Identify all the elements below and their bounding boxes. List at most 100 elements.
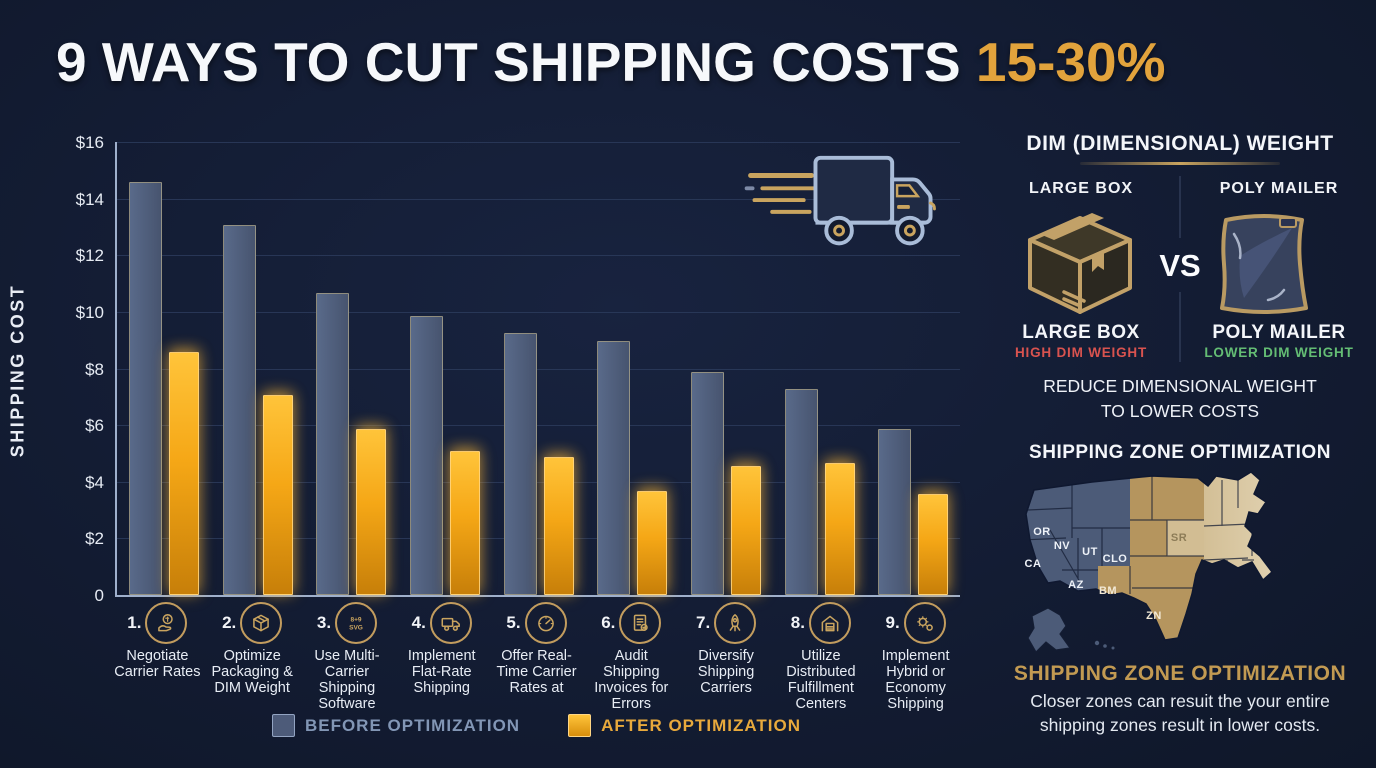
zone-title: SHIPPING ZONE OPTIMIZATION <box>1029 442 1331 463</box>
category-label: Implement Hybrid or Economy Shipping <box>881 648 950 712</box>
bar-before-optimization <box>316 293 350 595</box>
y-tick-label: 0 <box>94 586 104 605</box>
poly-mailer-caption: POLY MAILER <box>1212 322 1346 343</box>
category-label: Audit Shipping Invoices for Errors <box>594 648 669 712</box>
lower-dim-weight-label: LOWER DIM WEIGHT <box>1204 345 1354 360</box>
category-label: Utilize Distributed Fulfillment Centers <box>786 648 856 712</box>
bar-after-optimization <box>918 494 949 595</box>
legend-item: BEFORE OPTIMIZATION <box>271 714 521 737</box>
bar-group <box>492 142 586 595</box>
bar-after-optimization <box>824 463 855 595</box>
y-tick-label: $4 <box>85 472 104 492</box>
x-category: 8. Utilize Distributed Fulfillment Center… <box>773 602 868 713</box>
bar-after-optimization <box>637 491 668 595</box>
bar-after-optimization <box>262 395 293 595</box>
bar-group <box>679 142 773 595</box>
bar-after-optimization <box>543 457 574 595</box>
gridline <box>117 368 960 370</box>
category-number: 3. <box>316 613 332 632</box>
bar-group <box>117 142 211 595</box>
category-label: Implement Flat-Rate Shipping <box>407 648 476 696</box>
category-number: 5. <box>506 613 521 632</box>
category-label: Use Multi-Carrier Shipping Software <box>314 648 380 712</box>
y-tick-label: $2 <box>85 529 104 549</box>
dim-title-underline <box>1080 162 1280 165</box>
poly-mailer-header: POLY MAILER <box>1219 180 1339 197</box>
bar-before-optimization <box>409 316 443 595</box>
category-label: Optimize Packaging & DIM Weight <box>211 648 293 696</box>
zone-heading-gold: SHIPPING ZONE OPTIMIZATION <box>1013 662 1347 685</box>
chart-legend: BEFORE OPTIMIZATION AFTER OPTIMIZATION <box>115 714 958 737</box>
legend-item: AFTER OPTIMIZATION <box>568 714 801 737</box>
gears-icon <box>903 602 946 644</box>
page-title: 9 WAYS TO CUT SHIPPING COSTS 15-30% <box>56 30 1326 94</box>
vs-divider-bottom <box>1179 292 1181 362</box>
x-category: 7. Diversify Shipping Carriers <box>679 602 774 713</box>
warehouse-icon <box>808 602 851 644</box>
gauge-icon <box>524 602 567 644</box>
x-category: 5. Offer Real-Time Carrier Rates at <box>489 602 584 713</box>
large-box-icon <box>1028 213 1132 314</box>
bar-before-optimization <box>878 429 912 595</box>
state-label-ca: CA <box>1025 558 1042 570</box>
invoice-icon <box>619 602 662 644</box>
gridline <box>117 311 960 313</box>
category-label: Diversify Shipping Carriers <box>697 648 755 696</box>
bar-after-optimization <box>730 466 761 595</box>
zone-body-text: Closer zones can resuit the your entire … <box>992 690 1368 737</box>
category-number: 9. <box>885 613 900 632</box>
y-axis-title: SHIPPING COST <box>7 283 28 458</box>
dim-footer-line1: REDUCE DIMENSIONAL WEIGHT <box>1043 376 1317 396</box>
alaska-shape <box>1027 607 1072 653</box>
dim-footer-line2: TO LOWER COSTS <box>1100 401 1260 422</box>
y-tick-label: $14 <box>75 189 104 209</box>
category-number: 7. <box>695 613 711 632</box>
y-tick-label: $16 <box>75 133 104 152</box>
legend-label: AFTER OPTIMIZATION <box>601 715 802 735</box>
category-number: 4. <box>411 613 426 632</box>
legend-swatch <box>271 714 295 737</box>
bar-before-optimization <box>128 182 162 595</box>
category-label: Negotiate Carrier Rates <box>114 648 201 680</box>
legend-swatch <box>568 714 592 737</box>
bar-before-optimization <box>503 333 537 595</box>
state-label-ut: UT <box>1082 546 1098 558</box>
rocket-icon <box>714 602 757 644</box>
state-label-nv: NV <box>1054 540 1070 552</box>
bar-before-optimization <box>222 225 256 595</box>
bar-after-optimization <box>356 429 387 595</box>
bar-before-optimization <box>597 341 631 595</box>
vs-label: VS <box>1159 248 1201 283</box>
state-label-or: OR <box>1033 526 1051 538</box>
package-icon <box>240 602 283 644</box>
dim-footer: REDUCE DIMENSIONAL WEIGHT TO LOWER COSTS <box>992 374 1368 425</box>
state-label-bm: BM <box>1099 585 1117 597</box>
state-label-clo: CLO <box>1103 553 1128 565</box>
x-category: 3. 8+9 SVG Use Multi-Carrier Shipping Softw… <box>300 602 395 713</box>
us-shipping-zone-map: OR CA NV UT CLO AZ BM ZN SR <box>1025 471 1274 653</box>
bar-before-optimization <box>690 372 724 595</box>
state-label-sr: SR <box>1171 532 1187 544</box>
x-axis-labels: 1. Negotiate Carrier Rates 2. Optimize Pack… <box>110 602 963 713</box>
zone-body-line1: Closer zones can resuit the your entire <box>1030 691 1330 711</box>
bar-group <box>773 142 867 595</box>
bar-group <box>585 142 679 595</box>
gridline <box>117 142 960 143</box>
truck-icon <box>429 602 472 644</box>
zone-body-line2: shipping zones result in lower costs. <box>1039 714 1321 735</box>
delivery-truck-icon <box>744 155 936 246</box>
page-title-highlight: 15-30% <box>975 31 1166 93</box>
y-tick-label: $12 <box>75 246 104 266</box>
money-hand-icon <box>145 602 188 644</box>
bar-group <box>304 142 398 595</box>
y-tick-label: $8 <box>85 359 104 379</box>
y-tick-label: $10 <box>75 302 104 322</box>
x-category: 1. Negotiate Carrier Rates <box>110 602 205 713</box>
category-number: 2. <box>222 613 237 632</box>
category-number: 6. <box>601 613 616 632</box>
bar-groups <box>117 142 960 595</box>
legend-label: BEFORE OPTIMIZATION <box>304 715 521 735</box>
bar-group <box>398 142 492 595</box>
software-icon: 8+9 SVG <box>335 602 378 644</box>
